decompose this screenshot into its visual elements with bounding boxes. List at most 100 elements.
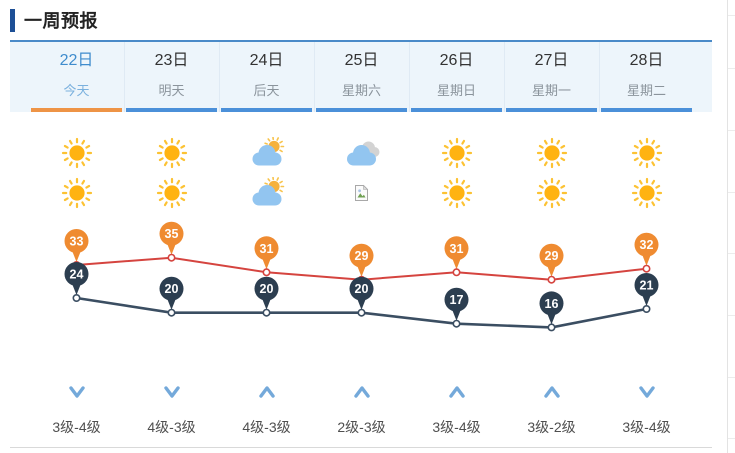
tab-date-label: 23日: [154, 52, 189, 69]
sunny-icon: [439, 175, 475, 216]
tab-date-label: 28日: [629, 52, 664, 69]
wind-arrow-down-icon: [67, 385, 87, 404]
tab-date-label: 26日: [439, 52, 474, 69]
day-tab-7[interactable]: 28日 星期二: [599, 42, 694, 112]
temp-value-low: 16: [545, 297, 559, 311]
night-weather-icons-row: [29, 174, 694, 216]
wind-cell: [219, 382, 314, 406]
partly-cloudy-icon: [248, 135, 286, 174]
wind-arrow-up-icon: [447, 385, 467, 404]
day-weather-cell: [124, 134, 219, 176]
temp-marker-high: [539, 243, 564, 268]
day-tab-4[interactable]: 25日 星期六: [314, 42, 409, 112]
wind-level-label: 4级-3级: [147, 419, 196, 435]
temp-point-low: [167, 308, 176, 317]
sunny-icon: [534, 175, 570, 216]
adjacent-panel-row-separator: [728, 68, 735, 69]
temp-point-low: [452, 319, 461, 328]
tab-day-label: 明天: [158, 83, 185, 98]
wind-direction-row: [29, 382, 694, 406]
temp-marker-high: [64, 229, 89, 253]
temp-value-low: 20: [165, 282, 179, 296]
tab-day-label: 星期日: [436, 83, 476, 98]
wind-level-label: 4级-3级: [242, 419, 291, 435]
sunny-icon: [629, 175, 665, 216]
day-tab-3[interactable]: 24日后天: [219, 42, 314, 112]
temp-marker-low: [64, 262, 89, 286]
day-weather-cell: [314, 134, 409, 176]
temp-point-low: [642, 305, 651, 314]
adjacent-panel-row-separator: [728, 130, 735, 131]
temp-point-high: [452, 268, 461, 277]
cloudy-icon: [343, 137, 381, 174]
partly-cloudy-icon: [248, 175, 286, 214]
wind-arrow-down-icon: [637, 385, 657, 404]
temp-marker-low: [539, 291, 564, 316]
day-tab-2[interactable]: 23日明天: [124, 42, 219, 112]
temp-point-high: [547, 275, 556, 284]
temp-marker-high: [634, 232, 659, 257]
temp-value-low: 20: [260, 282, 274, 296]
tab-date-label: 27日: [534, 52, 569, 69]
temp-point-low: [72, 294, 81, 303]
temp-value-low: 20: [355, 282, 369, 296]
day-tab-1[interactable]: 22日今天: [29, 42, 124, 112]
tab-day-label: 后天: [253, 83, 280, 98]
forecast-panel: 22日 今天 23日 明天 24日 后天 25日 星期六 26日 星期日 27日 星期一 28日 星期二 …: [10, 40, 712, 448]
night-weather-cell: [124, 174, 219, 216]
day-weather-cell: [219, 134, 314, 176]
tab-day-label: 今天: [63, 83, 90, 98]
day-weather-icons-row: [29, 134, 694, 176]
adjacent-panel-row-separator: [728, 438, 735, 439]
temp-value-high: 33: [70, 235, 84, 249]
temp-marker-low: [254, 276, 279, 301]
temp-marker-high: [349, 243, 374, 268]
wind-level-label: 3级-4级: [622, 419, 671, 435]
wind-cell: [599, 382, 694, 406]
day-weather-cell: [504, 134, 599, 176]
day-tab-6[interactable]: 27日 星期一: [504, 42, 599, 112]
temp-marker-low: [444, 287, 469, 312]
night-weather-cell: [504, 174, 599, 216]
day-tab-5[interactable]: 26日星期日: [409, 42, 504, 112]
temp-value-high: 32: [640, 238, 654, 252]
day-weather-cell: [599, 134, 694, 176]
wind-cell: [124, 382, 219, 406]
broken-image-icon: [353, 184, 370, 207]
header-accent-bar: [10, 8, 15, 32]
temp-marker-low: [349, 276, 374, 301]
day-tabs: 22日 今天 23日 明天 24日 后天 25日 星期六 26日 星期日 27日 星期一 28日 星期二: [10, 42, 712, 112]
wind-cell: [29, 382, 124, 406]
temp-point-low: [262, 308, 271, 317]
adjacent-panel-row-separator: [728, 15, 735, 16]
wind-cell: [504, 382, 599, 406]
wind-level-label: 3级-4级: [432, 419, 481, 435]
page-title: 一周预报: [24, 11, 98, 31]
night-weather-cell: [409, 174, 504, 216]
temp-marker-high: [444, 236, 469, 261]
wind-level-row: 3级-4级 4级-3级 4级-3级 2级-3级 3级-4级 3级-2级 3级-4级: [29, 417, 694, 437]
temp-marker-low: [159, 276, 184, 301]
temp-value-low: 21: [640, 279, 654, 293]
temp-value-high: 31: [450, 242, 464, 256]
temp-point-low: [547, 323, 556, 332]
sunny-icon: [154, 135, 190, 176]
wind-arrow-up-icon: [352, 385, 372, 404]
wind-cell: [409, 382, 504, 406]
tab-date-label: 24日: [249, 52, 284, 69]
section-header: 一周预报: [10, 7, 98, 33]
wind-arrow-up-icon: [542, 385, 562, 404]
tab-date-label: 22日: [59, 52, 94, 69]
day-weather-cell: [29, 134, 124, 176]
wind-level-label: 3级-2级: [527, 419, 576, 435]
temp-point-high: [167, 253, 176, 262]
temp-value-low: 24: [70, 268, 84, 282]
temp-value-low: 17: [450, 293, 464, 307]
tab-day-label: 星期六: [341, 83, 381, 98]
adjacent-panel-row-separator: [728, 377, 735, 378]
wind-arrow-up-icon: [257, 385, 277, 404]
sunny-icon: [59, 175, 95, 216]
sunny-icon: [59, 135, 95, 176]
adjacent-panel-divider: [727, 0, 735, 453]
